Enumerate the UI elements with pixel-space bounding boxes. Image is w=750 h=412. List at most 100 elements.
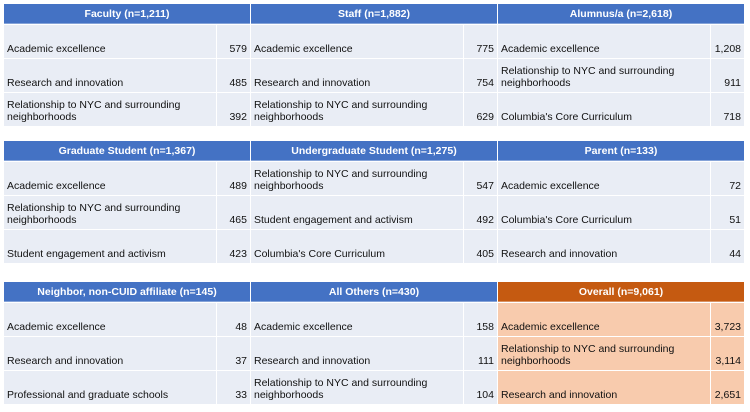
row-label: Relationship to NYC and surrounding neig…	[251, 93, 463, 126]
panel-title: Overall (n=9,061)	[498, 282, 744, 302]
row-label: Academic excellence	[4, 25, 216, 58]
row-label: Research and innovation	[4, 59, 216, 92]
row-label: Student engagement and activism	[251, 196, 463, 229]
table-row: Columbia's Core Curriculum 51	[498, 196, 744, 229]
table-row: Relationship to NYC and surrounding neig…	[498, 59, 744, 92]
table-row: Academic excellence 3,723	[498, 303, 744, 336]
table-row: Academic excellence 775	[251, 25, 497, 58]
row-count: 48	[217, 303, 250, 336]
row-count: 754	[464, 59, 497, 92]
panel-undergraduate-student: Undergraduate Student (n=1,275) Relation…	[251, 141, 497, 263]
panel-title: Graduate Student (n=1,367)	[4, 141, 250, 161]
row-label: Research and innovation	[498, 230, 710, 263]
row-label: Relationship to NYC and surrounding neig…	[4, 93, 216, 126]
panel-title: Parent (n=133)	[498, 141, 744, 161]
table-row: Columbia's Core Curriculum 718	[498, 93, 744, 126]
row-count: 104	[464, 371, 497, 404]
row-count: 423	[217, 230, 250, 263]
table-row: Academic excellence 489	[4, 162, 250, 195]
row-count: 111	[464, 337, 497, 370]
table-row: Academic excellence 1,208	[498, 25, 744, 58]
row-label: Research and innovation	[498, 371, 710, 404]
row-count: 3,723	[711, 303, 744, 336]
row-label: Relationship to NYC and surrounding neig…	[4, 196, 216, 229]
row-label: Columbia's Core Curriculum	[251, 230, 463, 263]
row-label: Relationship to NYC and surrounding neig…	[251, 371, 463, 404]
table-row: Research and innovation 754	[251, 59, 497, 92]
row-label: Academic excellence	[498, 162, 710, 195]
table-group-3: Neighbor, non-CUID affiliate (n=145) Aca…	[4, 282, 744, 404]
panel-title: Staff (n=1,882)	[251, 4, 497, 24]
table-row: Student engagement and activism 492	[251, 196, 497, 229]
row-count: 489	[217, 162, 250, 195]
row-label: Student engagement and activism	[4, 230, 216, 263]
panel-title: Alumnus/a (n=2,618)	[498, 4, 744, 24]
row-label: Academic excellence	[251, 303, 463, 336]
row-label: Academic excellence	[4, 162, 216, 195]
row-count: 33	[217, 371, 250, 404]
row-label: Professional and graduate schools	[4, 371, 216, 404]
table-row: Relationship to NYC and surrounding neig…	[4, 93, 250, 126]
row-count: 72	[711, 162, 744, 195]
panel-title: Undergraduate Student (n=1,275)	[251, 141, 497, 161]
row-count: 629	[464, 93, 497, 126]
row-count: 1,208	[711, 25, 744, 58]
panel-neighbor: Neighbor, non-CUID affiliate (n=145) Aca…	[4, 282, 250, 404]
row-count: 405	[464, 230, 497, 263]
panel-title: Neighbor, non-CUID affiliate (n=145)	[4, 282, 250, 302]
table-row: Academic excellence 579	[4, 25, 250, 58]
table-row: Research and innovation 37	[4, 337, 250, 370]
table-row: Columbia's Core Curriculum 405	[251, 230, 497, 263]
row-label: Columbia's Core Curriculum	[498, 196, 710, 229]
row-count: 775	[464, 25, 497, 58]
row-label: Academic excellence	[498, 25, 710, 58]
panel-alumni: Alumnus/a (n=2,618) Academic excellence …	[498, 4, 744, 126]
table-row: Academic excellence 158	[251, 303, 497, 336]
row-count: 911	[711, 59, 744, 92]
row-count: 547	[464, 162, 497, 195]
table-group-1: Faculty (n=1,211) Academic excellence 57…	[4, 4, 744, 126]
row-count: 51	[711, 196, 744, 229]
panel-staff: Staff (n=1,882) Academic excellence 775 …	[251, 4, 497, 126]
table-row: Research and innovation 44	[498, 230, 744, 263]
table-row: Relationship to NYC and surrounding neig…	[251, 162, 497, 195]
table-row: Professional and graduate schools 33	[4, 371, 250, 404]
row-label: Relationship to NYC and surrounding neig…	[498, 337, 710, 370]
panel-overall: Overall (n=9,061) Academic excellence 3,…	[498, 282, 744, 404]
table-row: Research and innovation 485	[4, 59, 250, 92]
table-row: Student engagement and activism 423	[4, 230, 250, 263]
panel-all-others: All Others (n=430) Academic excellence 1…	[251, 282, 497, 404]
row-count: 718	[711, 93, 744, 126]
panel-parent: Parent (n=133) Academic excellence 72 Co…	[498, 141, 744, 263]
row-count: 2,651	[711, 371, 744, 404]
row-count: 485	[217, 59, 250, 92]
row-count: 44	[711, 230, 744, 263]
table-row: Relationship to NYC and surrounding neig…	[498, 337, 744, 370]
row-count: 579	[217, 25, 250, 58]
row-label: Research and innovation	[4, 337, 216, 370]
row-count: 465	[217, 196, 250, 229]
table-row: Relationship to NYC and surrounding neig…	[251, 371, 497, 404]
table-row: Academic excellence 72	[498, 162, 744, 195]
panel-graduate-student: Graduate Student (n=1,367) Academic exce…	[4, 141, 250, 263]
table-row: Research and innovation 111	[251, 337, 497, 370]
table-row: Relationship to NYC and surrounding neig…	[4, 196, 250, 229]
row-count: 158	[464, 303, 497, 336]
row-label: Academic excellence	[498, 303, 710, 336]
table-row: Academic excellence 48	[4, 303, 250, 336]
row-count: 492	[464, 196, 497, 229]
row-label: Academic excellence	[251, 25, 463, 58]
table-row: Relationship to NYC and surrounding neig…	[251, 93, 497, 126]
panel-faculty: Faculty (n=1,211) Academic excellence 57…	[4, 4, 250, 126]
table-group-2: Graduate Student (n=1,367) Academic exce…	[4, 141, 744, 263]
row-label: Relationship to NYC and surrounding neig…	[498, 59, 710, 92]
row-label: Research and innovation	[251, 337, 463, 370]
row-label: Relationship to NYC and surrounding neig…	[251, 162, 463, 195]
panel-title: All Others (n=430)	[251, 282, 497, 302]
row-count: 3,114	[711, 337, 744, 370]
row-label: Columbia's Core Curriculum	[498, 93, 710, 126]
row-label: Academic excellence	[4, 303, 216, 336]
row-count: 392	[217, 93, 250, 126]
table-row: Research and innovation 2,651	[498, 371, 744, 404]
